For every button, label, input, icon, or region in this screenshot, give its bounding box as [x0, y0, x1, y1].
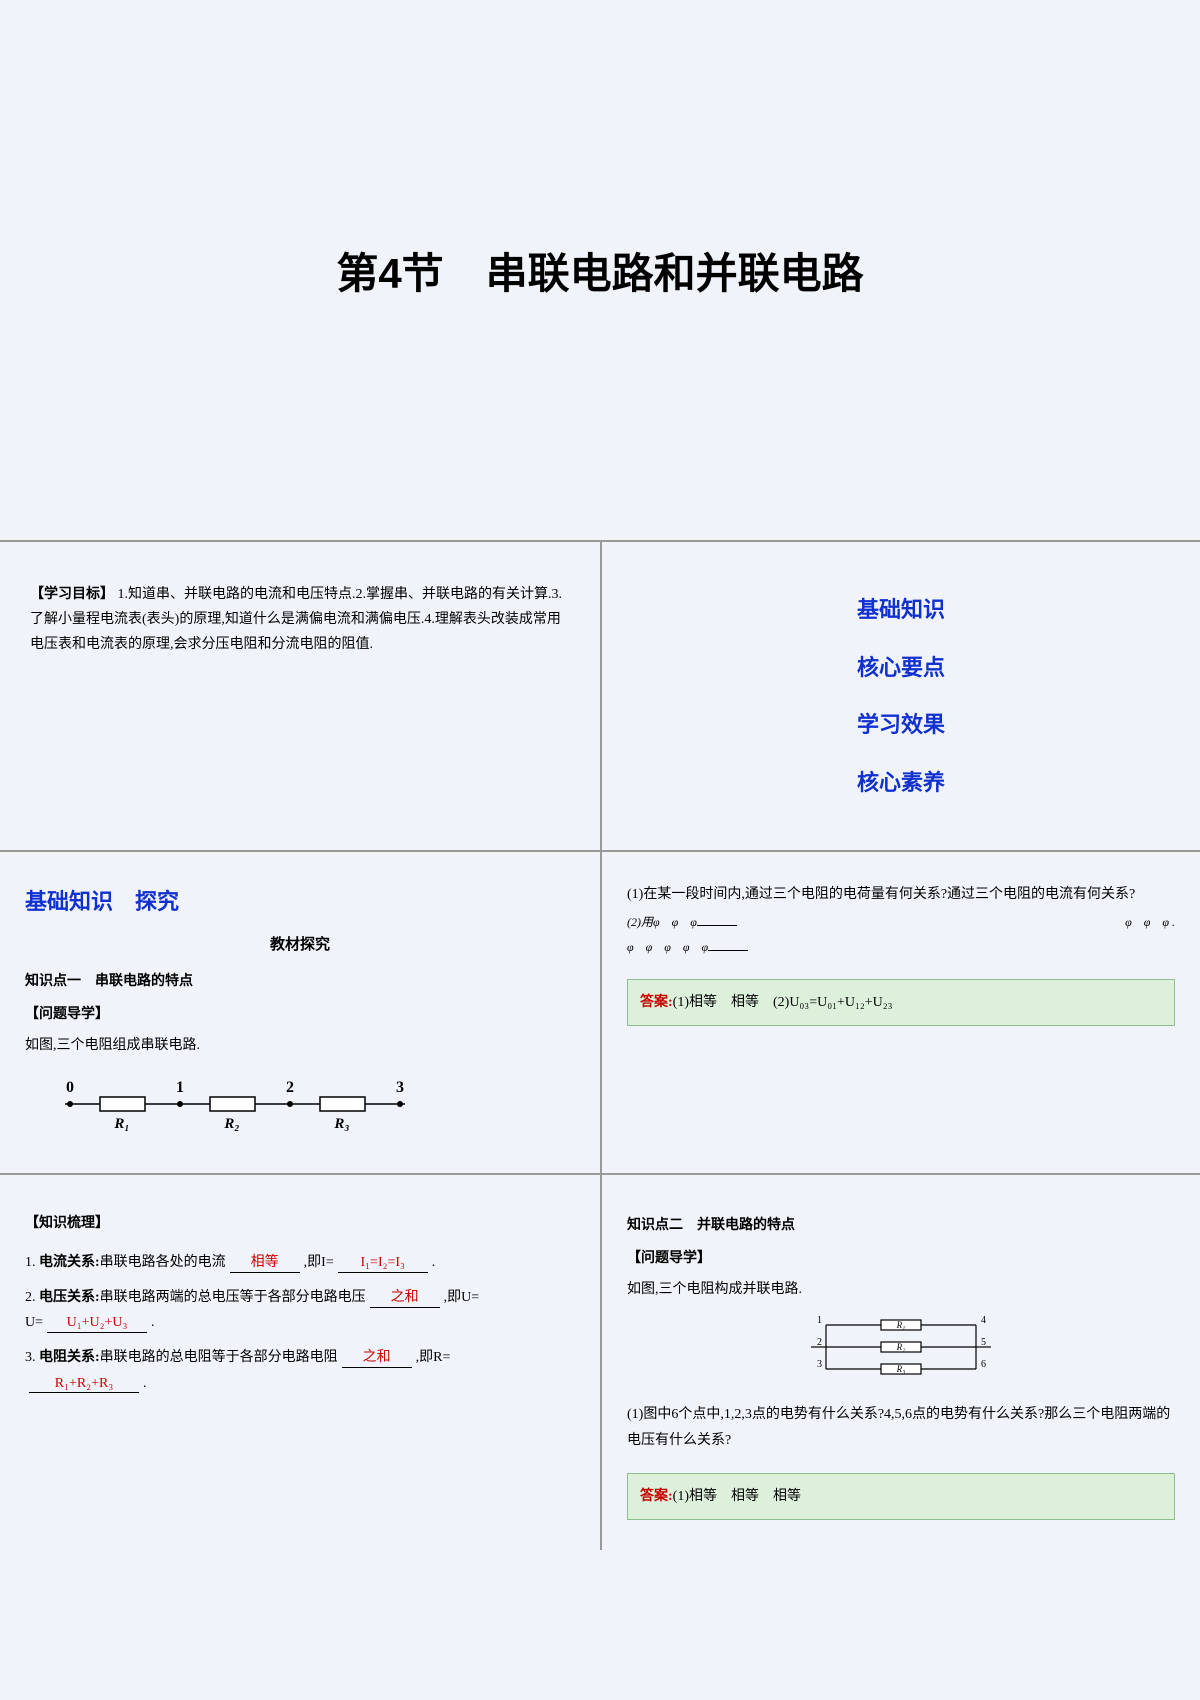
section3-right: (1)在某一段时间内,通过三个电阻的电荷量有何关系?通过三个电阻的电流有何关系?…: [600, 852, 1200, 1172]
blank-current-1: 相等: [230, 1255, 300, 1273]
blank-voltage-1: 之和: [370, 1290, 440, 1308]
nav-item-keypoints[interactable]: 核心要点: [627, 648, 1175, 688]
parallel-body: 如图,三个电阻构成并联电路.: [627, 1277, 1175, 1302]
knowledge-point-2: 知识点二 并联电路的特点: [627, 1213, 1175, 1238]
row-3: 基础知识 探究 教材探究 知识点一 串联电路的特点 【问题导学】 如图,三个电阻…: [0, 850, 1200, 1172]
svg-text:R₂: R₂: [223, 1116, 239, 1132]
row-2: 【学习目标】 1.知道串、并联电路的电流和电压特点.2.掌握串、并联电路的有关计…: [0, 540, 1200, 850]
svg-text:3: 3: [817, 1359, 822, 1370]
phi-line-2: φ φ φ φ φ: [627, 937, 1175, 959]
q1-text: (1)在某一段时间内,通过三个电阻的电荷量有何关系?通过三个电阻的电流有何关系?: [627, 882, 1175, 907]
blank-voltage-2: U₁+U₂+U₃: [47, 1315, 147, 1333]
section4-left: 【知识梳理】 1. 电流关系:串联电路各处的电流相等,即I=I₁=I₂=I₃. …: [0, 1175, 600, 1550]
title-slide: 第4节 串联电路和并联电路: [0, 0, 1200, 540]
subheader: 教材探究: [25, 932, 575, 959]
knowledge-summary: 【知识梳理】: [25, 1211, 575, 1236]
svg-text:1: 1: [176, 1079, 184, 1096]
section4-right: 知识点二 并联电路的特点 【问题导学】 如图,三个电阻构成并联电路.: [600, 1175, 1200, 1550]
answer-box-1: 答案:(1)相等 相等 (2)U₀₃=U₀₁+U₁₂+U₂₃: [627, 979, 1175, 1026]
svg-text:2: 2: [817, 1337, 822, 1348]
nav-item-basics[interactable]: 基础知识: [627, 590, 1175, 630]
answer-label-2: 答案:: [640, 1489, 673, 1504]
question-guide-2: 【问题导学】: [627, 1246, 1175, 1271]
svg-text:R₂: R₂: [896, 1342, 906, 1352]
question-guide-1: 【问题导学】: [25, 1002, 575, 1027]
series-body: 如图,三个电阻组成串联电路.: [25, 1033, 575, 1058]
nav-item-effect[interactable]: 学习效果: [627, 705, 1175, 745]
svg-text:6: 6: [981, 1359, 986, 1370]
blank-current-2: I₁=I₂=I₃: [338, 1255, 428, 1273]
svg-text:R₁: R₁: [896, 1320, 906, 1330]
svg-text:0: 0: [66, 1079, 74, 1096]
blank-resist-2: R₁+R₂+R₃: [29, 1376, 139, 1394]
blank-resist-1: 之和: [342, 1350, 412, 1368]
nav-item-literacy[interactable]: 核心素养: [627, 763, 1175, 803]
nav-cell: 基础知识 核心要点 学习效果 核心素养: [600, 542, 1200, 850]
main-title: 第4节 串联电路和并联电路: [336, 240, 863, 301]
objectives-cell: 【学习目标】 1.知道串、并联电路的电流和电压特点.2.掌握串、并联电路的有关计…: [0, 542, 600, 850]
svg-text:5: 5: [981, 1337, 986, 1348]
svg-text:1: 1: [817, 1315, 822, 1326]
parallel-q1: (1)图中6个点中,1,2,3点的电势有什么关系?4,5,6点的电势有什么关系?…: [627, 1402, 1175, 1452]
svg-text:3: 3: [396, 1079, 404, 1096]
svg-text:R₁: R₁: [113, 1116, 129, 1132]
answer-label-1: 答案:: [640, 995, 673, 1010]
svg-text:2: 2: [286, 1079, 294, 1096]
svg-text:R₃: R₃: [333, 1116, 349, 1132]
q2-line: (2)用φ φ φ φ φ φ .: [627, 912, 1175, 934]
svg-text:4: 4: [981, 1315, 986, 1326]
objectives-label: 【学习目标】: [30, 587, 114, 602]
svg-text:R₃: R₃: [896, 1364, 906, 1374]
knowledge-point-1: 知识点一 串联电路的特点: [25, 969, 575, 994]
answer-text-1: (1)相等 相等 (2)U₀₃=U₀₁+U₁₂+U₂₃: [673, 995, 893, 1010]
row-4: 【知识梳理】 1. 电流关系:串联电路各处的电流相等,即I=I₁=I₂=I₃. …: [0, 1173, 1200, 1550]
section-header: 基础知识 探究: [25, 882, 575, 922]
answer-box-2: 答案:(1)相等 相等 相等: [627, 1473, 1175, 1520]
section3-left: 基础知识 探究 教材探究 知识点一 串联电路的特点 【问题导学】 如图,三个电阻…: [0, 852, 600, 1172]
series-circuit-diagram: 0 1 2 3 R₁ R₂ R₃: [55, 1074, 415, 1143]
parallel-circuit-diagram: 1 2 3 4 5 6 R₁ R₂ R₃: [801, 1310, 1001, 1394]
answer-text-2: (1)相等 相等 相等: [673, 1489, 801, 1504]
